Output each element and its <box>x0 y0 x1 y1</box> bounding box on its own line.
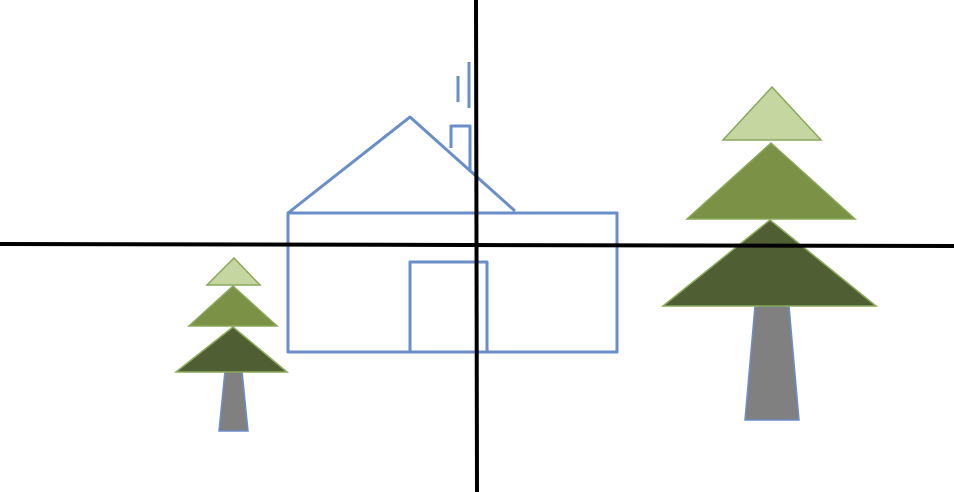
house-door <box>408 260 489 352</box>
small-tree-bottom-tier <box>173 326 290 373</box>
large-tree <box>660 85 879 421</box>
house-roof <box>287 115 517 215</box>
large-tree-trunk <box>744 305 800 421</box>
large-tree-bottom-tier <box>660 219 879 307</box>
small-tree <box>173 256 290 432</box>
house-chimney <box>449 124 472 172</box>
large-tree-middle-tier <box>685 141 857 220</box>
y-axis <box>474 0 479 492</box>
house <box>286 62 619 354</box>
small-tree-trunk <box>218 370 249 432</box>
large-tree-top-tier <box>721 85 823 141</box>
house-body <box>286 211 619 354</box>
small-tree-top-tier <box>205 256 262 286</box>
small-tree-middle-tier <box>187 284 279 327</box>
